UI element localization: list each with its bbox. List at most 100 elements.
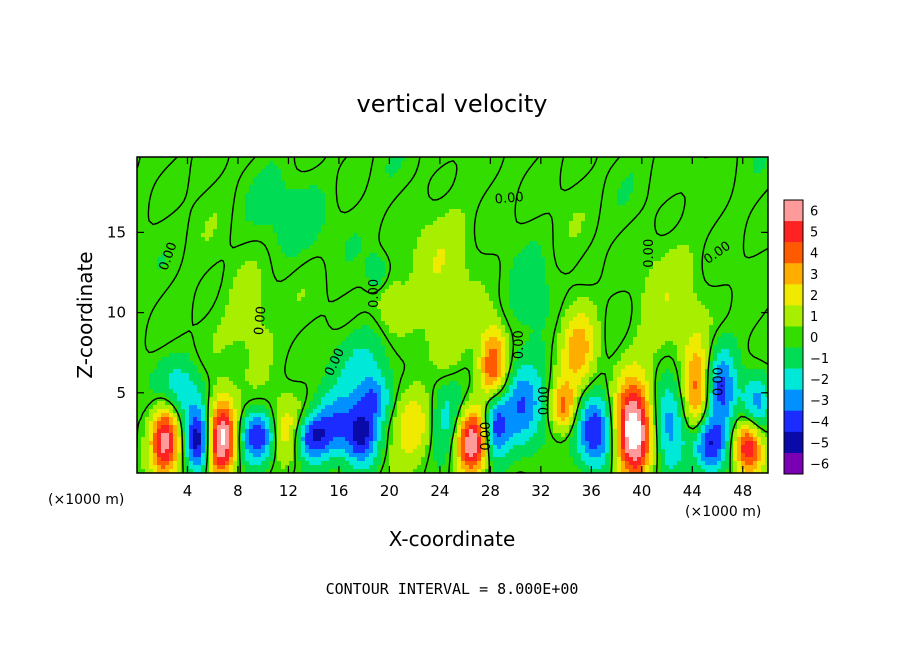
field-cell — [713, 245, 718, 250]
field-cell — [649, 161, 654, 166]
field-cell — [661, 269, 666, 274]
field-cell — [209, 233, 214, 238]
field-cell — [597, 229, 602, 234]
field-cell — [213, 265, 218, 270]
field-cell — [425, 197, 430, 202]
field-cell — [625, 277, 630, 282]
field-cell — [669, 261, 674, 266]
field-cell — [381, 253, 386, 258]
field-cell — [445, 189, 450, 194]
field-cell — [173, 233, 178, 238]
field-cell — [217, 237, 222, 242]
field-cell — [653, 173, 658, 178]
field-cell — [553, 253, 558, 258]
field-cell — [545, 157, 550, 162]
field-cell — [341, 245, 346, 250]
field-cell — [417, 221, 422, 226]
field-cell — [761, 257, 766, 262]
field-cell — [197, 209, 202, 214]
field-cell — [333, 253, 338, 258]
field-cell — [633, 253, 638, 258]
field-cell — [689, 173, 694, 178]
field-cell — [381, 281, 386, 286]
field-cell — [317, 245, 322, 250]
field-cell — [489, 273, 494, 278]
field-cell — [325, 265, 330, 270]
field-cell — [289, 277, 294, 282]
field-cell — [529, 173, 534, 178]
field-cell — [709, 221, 714, 226]
field-cell — [269, 205, 274, 210]
field-cell — [373, 237, 378, 242]
field-cell — [681, 169, 686, 174]
field-cell — [237, 169, 242, 174]
field-cell — [629, 241, 634, 246]
field-cell — [481, 249, 486, 254]
field-cell — [553, 173, 558, 178]
field-cell — [145, 217, 150, 222]
field-cell — [457, 197, 462, 202]
field-cell — [241, 217, 246, 222]
field-cell — [749, 157, 754, 162]
field-cell — [737, 201, 742, 206]
field-cell — [401, 185, 406, 190]
field-cell — [669, 161, 674, 166]
field-cell — [161, 273, 166, 278]
field-cell — [621, 201, 626, 206]
field-cell — [345, 189, 350, 194]
field-cell — [173, 161, 178, 166]
field-cell — [513, 245, 518, 250]
field-cell — [753, 237, 758, 242]
field-cell — [693, 233, 698, 238]
field-cell — [653, 189, 658, 194]
field-cell — [549, 181, 554, 186]
field-cell — [221, 209, 226, 214]
field-cell — [457, 265, 462, 270]
field-cell — [565, 201, 570, 206]
field-cell — [653, 261, 658, 266]
field-cell — [365, 165, 370, 170]
field-cell — [165, 181, 170, 186]
field-cell — [165, 253, 170, 258]
field-cell — [393, 213, 398, 218]
field-cell — [717, 197, 722, 202]
field-cell — [625, 265, 630, 270]
field-cell — [605, 257, 610, 262]
field-cell — [357, 209, 362, 214]
field-cell — [457, 177, 462, 182]
field-cell — [145, 229, 150, 234]
field-cell — [173, 249, 178, 254]
field-cell — [337, 277, 342, 282]
field-cell — [153, 161, 158, 166]
field-cell — [177, 221, 182, 226]
field-cell — [457, 237, 462, 242]
field-cell — [669, 177, 674, 182]
field-cell — [385, 189, 390, 194]
field-cell — [621, 225, 626, 230]
field-cell — [433, 253, 438, 258]
field-cell — [409, 273, 414, 278]
field-cell — [385, 177, 390, 182]
field-cell — [633, 221, 638, 226]
field-cell — [657, 237, 662, 242]
field-cell — [565, 237, 570, 242]
field-cell — [685, 185, 690, 190]
field-cell — [689, 261, 694, 266]
field-cell — [557, 237, 562, 242]
field-cell — [365, 249, 370, 254]
field-cell — [425, 237, 430, 242]
field-cell — [585, 229, 590, 234]
field-cell — [629, 249, 634, 254]
field-cell — [745, 269, 750, 274]
field-cell — [697, 197, 702, 202]
field-cell — [549, 197, 554, 202]
field-cell — [613, 225, 618, 230]
field-cell — [401, 245, 406, 250]
field-cell — [425, 257, 430, 262]
field-cell — [753, 221, 758, 226]
field-cell — [357, 189, 362, 194]
field-cell — [561, 261, 566, 266]
field-cell — [313, 241, 318, 246]
field-cell — [253, 209, 258, 214]
field-cell — [745, 253, 750, 258]
